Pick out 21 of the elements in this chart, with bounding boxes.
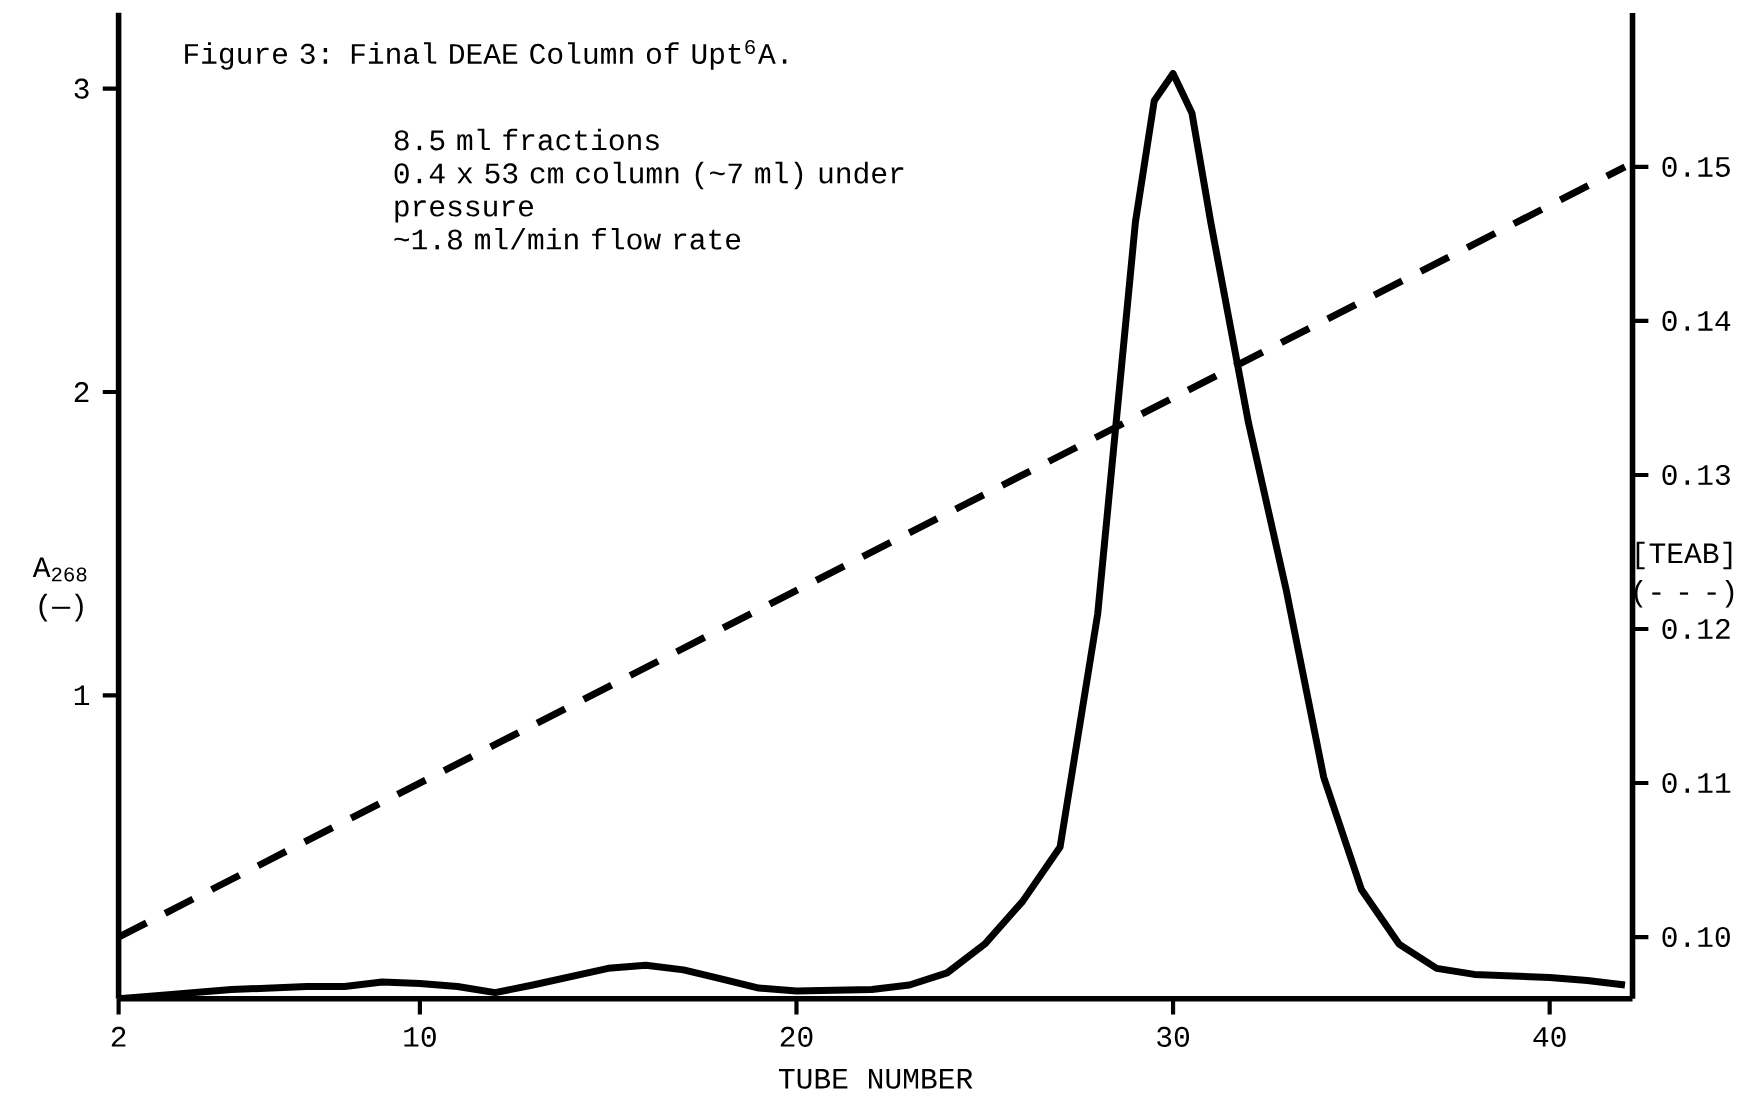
x-tick-label: 20 [780, 1026, 813, 1047]
y-tick-label: 2 [74, 381, 89, 402]
y2-tick-label: 0.14 [1662, 310, 1731, 331]
y-axis-title: A$_{268}$ (—) [32, 557, 87, 622]
y2-tick-label: 0.13 [1662, 464, 1730, 485]
x-tick-label: 40 [1533, 1026, 1566, 1047]
y-tick-label: 1 [74, 685, 90, 705]
text: Figure 3: Final DEAE Column of Upt$^{6}$A. [185, 39, 787, 70]
annotation: 0.4 x 53 cm column (~7 ml) under pressure [394, 161, 904, 223]
y2-tick-label: 0.10 [1662, 926, 1730, 947]
annotation: ~1.8 ml/min flow rate [394, 227, 741, 250]
y-tick-label: 3 [74, 78, 89, 99]
x-axis-title: TUBE NUMBER [778, 1068, 973, 1089]
y2-tick-label: 0.11 [1662, 772, 1731, 793]
x-tick-label: 30 [1157, 1026, 1190, 1047]
x-tick-label: 2 [111, 1026, 126, 1047]
x-tick-label: 10 [404, 1026, 436, 1047]
y2-axis-title: [TEAB] (- - -) [1634, 541, 1734, 608]
y2-tick-label: 0.15 [1662, 156, 1730, 177]
annotation: 8.5 ml fractions [394, 128, 659, 151]
y2-tick-label: 0.12 [1662, 618, 1730, 639]
